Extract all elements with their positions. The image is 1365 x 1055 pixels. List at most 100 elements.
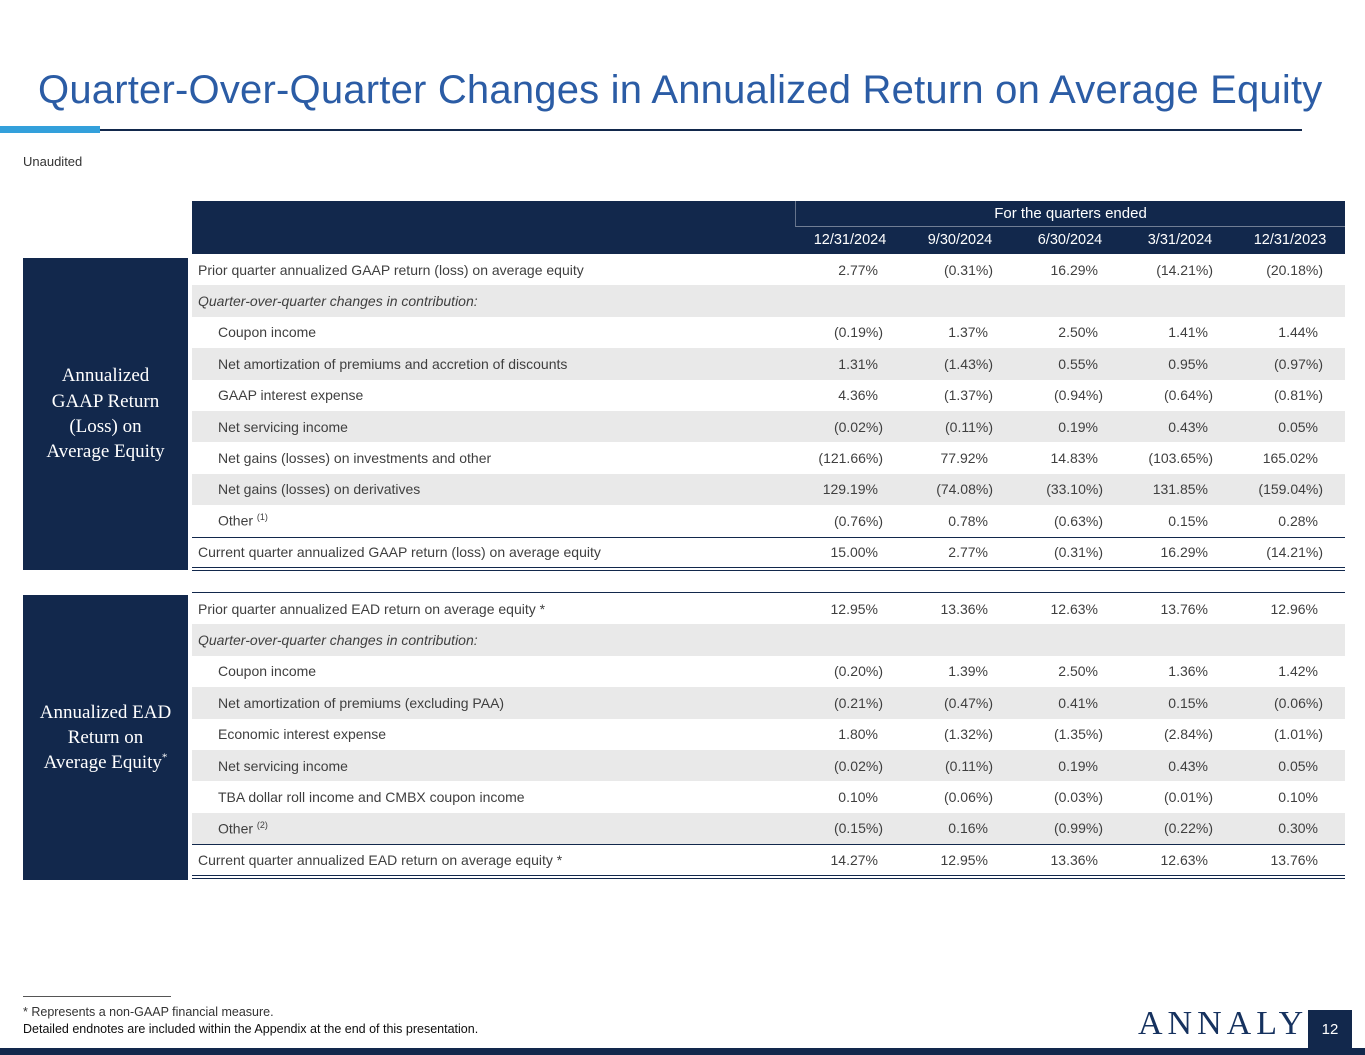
cell-value: 0.28% [1278,512,1318,529]
table-row: Net gains (losses) on investments and ot… [192,442,1345,474]
cell-value: (0.20%) [833,663,883,680]
cell-value: (1.01%) [1273,726,1323,743]
cell-value: (20.18%) [1266,261,1323,278]
cell-value: (0.47%) [943,694,993,711]
cell-value: (0.21%) [833,694,883,711]
cell-value: (0.11%) [945,757,993,774]
cell-value: 12.63% [1050,600,1098,617]
column-header-q5: 12/31/2023 [1253,232,1327,248]
ead-return-table: Prior quarter annualized EAD return on a… [192,592,1345,879]
cell-value: 0.10% [1278,789,1318,806]
cell-value: 13.36% [940,600,988,617]
page-number-badge: 12 [1308,1010,1352,1048]
cell-value: (0.15%) [833,820,883,837]
cell-value: 0.43% [1168,757,1208,774]
cell-value: (0.06%) [1273,694,1323,711]
cell-value: 12.95% [830,600,878,617]
section-subheader-row: Quarter-over-quarter changes in contribu… [192,624,1345,656]
cell-value: (14.21%) [1266,544,1323,561]
cell-value: (0.31%) [943,261,993,278]
sidebar-label-text: Annualized EAD Return on Average Equity* [39,701,172,774]
gaap-return-table: For the quarters ended 12/31/2024 9/30/2… [192,201,1345,571]
cell-value: 12.63% [1160,851,1208,868]
cell-value: (0.31%) [1053,544,1103,561]
table-row: TBA dollar roll income and CMBX coupon i… [192,781,1345,813]
table-row: Coupon income (0.20%) 1.39% 2.50% 1.36% 1.42% [192,655,1345,688]
row-label: Quarter-over-quarter changes in contribu… [198,293,478,310]
cell-value: 4.36% [838,387,878,404]
cell-value: (0.02%) [833,418,883,435]
table-row: GAAP interest expense 4.36% (1.37%) (0.94%)… [192,379,1345,411]
cell-value: (2.84%) [1163,726,1213,743]
annaly-logo: ANNALY® [1138,1005,1317,1043]
cell-value: 77.92% [940,450,988,467]
table-row: Net amortization of premiums and accreti… [192,348,1345,380]
cell-value: (0.94%) [1053,387,1103,404]
cell-value: 0.15% [1168,512,1208,529]
cell-value: (0.06%) [943,789,993,806]
column-header-row: 12/31/2024 9/30/2024 6/30/2024 3/31/2024… [192,227,1345,254]
cell-value: 0.78% [948,512,988,529]
cell-value: 1.41% [1168,324,1208,341]
cell-value: 13.36% [1050,851,1098,868]
cell-value: 0.05% [1278,418,1318,435]
cell-value: 2.77% [838,261,878,278]
column-header-q3: 6/30/2024 [1037,232,1103,248]
cell-value: 0.10% [838,789,878,806]
cell-value: 2.50% [1058,663,1098,680]
cell-value: (1.37%) [943,387,993,404]
cell-value: 131.85% [1152,481,1208,498]
sidebar-ead-return-label: Annualized EAD Return on Average Equity* [23,595,188,880]
table-row: Net servicing income (0.02%) (0.11%) 0.19% 0… [192,410,1345,443]
table-row: Prior quarter annualized EAD return on a… [192,593,1345,625]
cell-value: 12.95% [940,851,988,868]
cell-value: 12.96% [1270,600,1318,617]
total-row: Current quarter annualized GAAP return (… [192,536,1345,568]
cell-value: (14.21%) [1156,261,1213,278]
row-label: Economic interest expense [218,726,387,743]
cell-value: 0.55% [1058,355,1098,372]
cell-value: 0.43% [1168,418,1208,435]
row-label: Net servicing income [218,757,348,774]
cell-value: 0.19% [1058,418,1098,435]
cell-value: 1.36% [1168,663,1208,680]
logo-text: ANNALY [1138,1005,1309,1042]
cell-value: (0.99%) [1053,820,1103,837]
cell-value: 14.27% [830,851,878,868]
footnote-endnotes: Detailed endnotes are included within th… [23,1022,479,1036]
total-row: Current quarter annualized EAD return on… [192,844,1345,876]
table-row: Net amortization of premiums (excluding … [192,687,1345,719]
cell-value: (1.32%) [943,726,993,743]
cell-value: (1.43%) [943,355,993,372]
table-header: For the quarters ended 12/31/2024 9/30/2… [192,201,1345,254]
cell-value: 14.83% [1050,450,1098,467]
quarters-ended-header: For the quarters ended [795,201,1345,227]
footnote-divider [23,996,171,997]
cell-value: (121.66%) [818,450,883,467]
column-header-q4: 3/31/2024 [1147,232,1213,248]
cell-value: 2.77% [948,544,988,561]
table-row: Other (2) (0.15%) 0.16% (0.99%) (0.22%) 0.30% [192,812,1345,845]
cell-value: 165.02% [1262,450,1318,467]
footnote-non-gaap: * Represents a non-GAAP financial measur… [23,1005,274,1019]
row-label: GAAP interest expense [218,387,364,404]
cell-value: 0.41% [1058,694,1098,711]
cell-value: (0.03%) [1053,789,1103,806]
cell-value: 0.19% [1058,757,1098,774]
cell-value: (33.10%) [1046,481,1103,498]
cell-value: 1.44% [1278,324,1318,341]
cell-value: (0.11%) [945,418,993,435]
cell-value: 1.37% [948,324,988,341]
cell-value: (103.65%) [1148,450,1213,467]
cell-value: 1.80% [838,726,878,743]
cell-value: 1.42% [1278,663,1318,680]
cell-value: 16.29% [1160,544,1208,561]
cell-value: 0.30% [1278,820,1318,837]
cell-value: 1.39% [948,663,988,680]
cell-value: (0.81%) [1273,387,1323,404]
title-rule-accent [0,126,100,133]
table-row: Prior quarter annualized GAAP return (lo… [192,254,1345,286]
header-spacer [192,201,795,227]
cell-value: (74.08%) [936,481,993,498]
cell-value: 16.29% [1050,261,1098,278]
